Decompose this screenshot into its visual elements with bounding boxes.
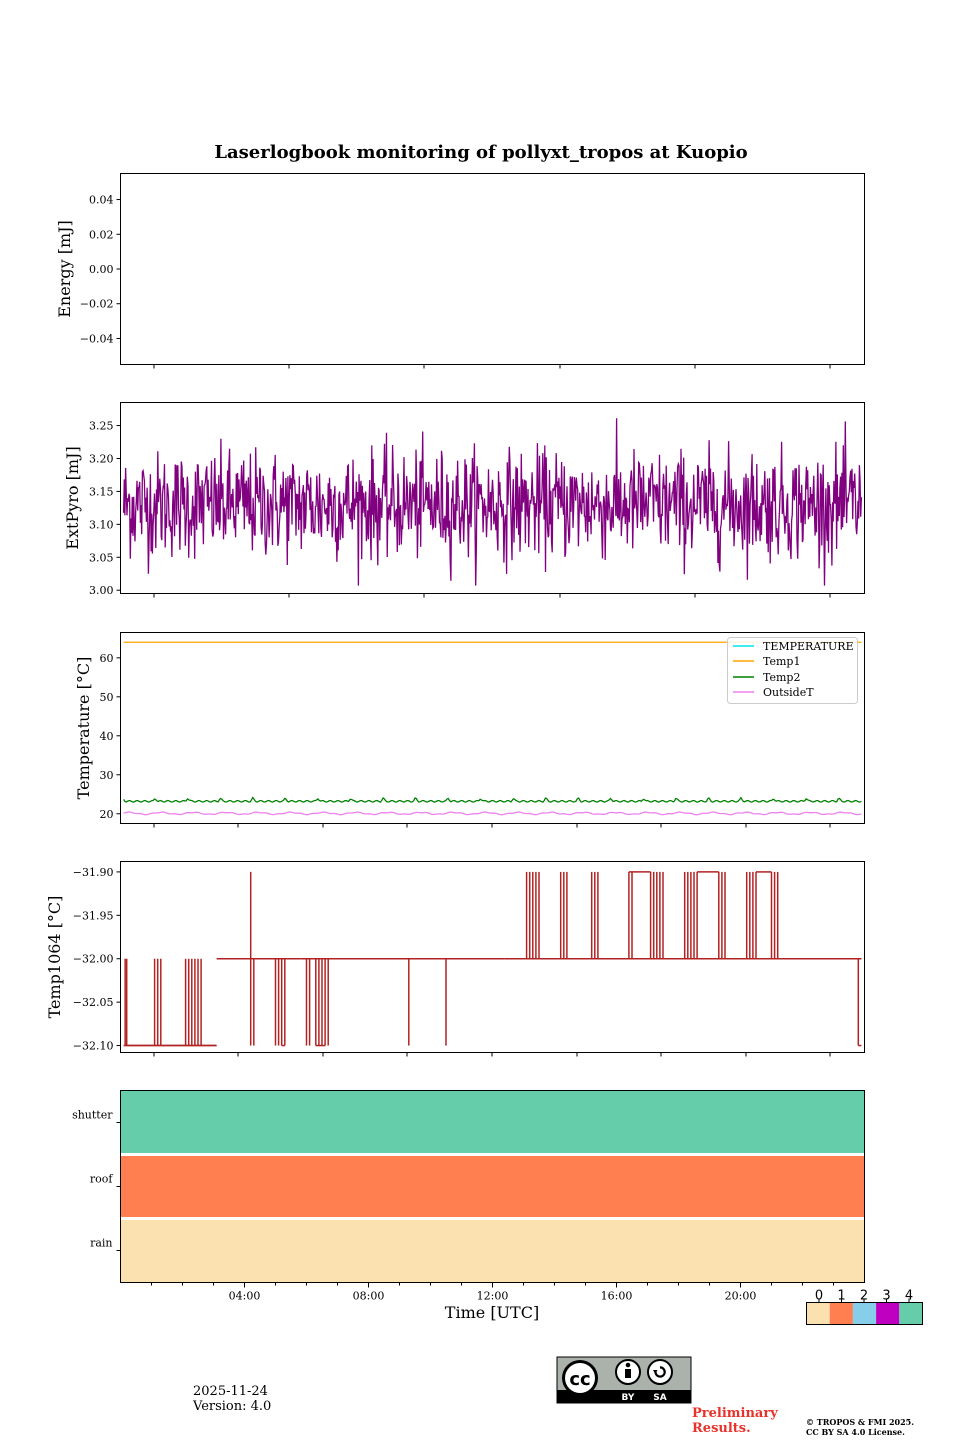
status-rows (120, 1090, 865, 1283)
energy-y-label: Energy [mJ] (55, 220, 74, 318)
temp1064-panel: −31.90 −31.95 −32.00 −32.05 −32.10 Temp1064 … (45, 861, 865, 1057)
colorbar-cell-2 (852, 1302, 877, 1325)
x-tick-label: 16:00 (601, 1290, 633, 1303)
outsidet-line (123, 811, 862, 816)
legend-frame (727, 637, 858, 704)
colorbar-tick-label: 0 (815, 1289, 823, 1304)
legend-label-temp2: Temp2 (763, 671, 800, 684)
colorbar-cell-4 (899, 1302, 923, 1325)
x-tick-label: 04:00 (229, 1290, 261, 1303)
legend-label-temperature: TEMPERATURE (763, 640, 854, 653)
temperature-y-label: Temperature [°C] (74, 657, 93, 800)
y-tick-label: 3.25 (89, 420, 114, 433)
y-tick-label: 20 (100, 808, 114, 821)
colorbar-tick-label: 3 (882, 1289, 890, 1304)
footer-version: Version: 4.0 (193, 1399, 272, 1414)
y-tick-label: −31.90 (73, 866, 114, 879)
temperature-legend: TEMPERATURE Temp1 Temp2 OutsideT (727, 637, 858, 704)
colorbar-tick-label: 1 (837, 1289, 845, 1304)
x-tick-label: 12:00 (477, 1290, 509, 1303)
temp1064-y-ticks: −31.90 −31.95 −32.00 −32.05 −32.10 (73, 866, 121, 1053)
y-tick-label: 0.04 (89, 194, 114, 207)
energy-x-ticks (153, 364, 831, 369)
status-row-label: shutter (72, 1109, 113, 1122)
preliminary-line-2: Results. (692, 1421, 751, 1436)
temperature-x-ticks (153, 823, 831, 828)
status-row-roof (120, 1154, 865, 1219)
extpyro-y-ticks: 3.25 3.20 3.15 3.10 3.05 3.00 (89, 420, 121, 597)
energy-panel: 0.04 0.02 0.00 −0.02 −0.04 Energy [mJ] (55, 173, 865, 369)
extpyro-y-label: ExtPyro [mJ] (63, 446, 82, 549)
temp1064-series (123, 871, 862, 1047)
cc-by-sa-badge: cc BY SA (556, 1356, 692, 1404)
badge-cc-inner (565, 1363, 595, 1393)
y-tick-label: 40 (100, 730, 114, 743)
temperature-panel: 60 50 40 30 20 Temperature [°C] TEMPERATURE … (74, 632, 865, 828)
copyright-line-2: CC BY SA 4.0 License. (806, 1427, 905, 1437)
badge-sa-label: SA (653, 1393, 666, 1403)
status-x-ticks: 04:00 08:00 12:00 16:00 20:00 (151, 1282, 834, 1303)
y-tick-label: −0.04 (80, 332, 114, 345)
y-tick-label: 3.00 (89, 584, 114, 597)
legend-label-outsidet: OutsideT (763, 686, 814, 699)
status-row-label: roof (90, 1173, 114, 1186)
y-tick-label: 3.20 (89, 452, 114, 465)
by-icon-head (625, 1362, 631, 1368)
extpyro-line (122, 418, 863, 586)
by-icon-body (625, 1369, 631, 1378)
status-panel: shutter roof rain 04:00 08:00 12:00 16:00 20:0… (72, 1090, 865, 1322)
extpyro-panel: 3.25 3.20 3.15 3.10 3.05 3.00 ExtPyro [mJ] (63, 402, 865, 598)
sa-icon-arrow (653, 1370, 658, 1374)
y-tick-label: 30 (100, 769, 114, 782)
extpyro-series (122, 418, 863, 586)
y-tick-label: 0.02 (89, 228, 114, 241)
y-tick-label: −32.00 (73, 953, 114, 966)
legend-label-temp1: Temp1 (763, 655, 800, 668)
status-y-ticks: shutter roof rain (72, 1109, 121, 1251)
x-tick-label: 20:00 (725, 1290, 757, 1303)
colorbar-tick-label: 4 (905, 1289, 913, 1304)
y-tick-label: 60 (100, 652, 114, 665)
y-tick-label: −0.02 (80, 298, 114, 311)
extpyro-x-ticks (153, 593, 831, 598)
energy-y-ticks: 0.04 0.02 0.00 −0.02 −0.04 (80, 194, 121, 345)
x-tick-label: 08:00 (353, 1290, 385, 1303)
preliminary-note: Preliminary Results. (692, 1406, 778, 1436)
extpyro-axes-frame (120, 402, 865, 594)
status-row-label: rain (90, 1237, 112, 1250)
y-tick-label: 3.10 (89, 518, 114, 531)
footer-date-version: 2025-11-24 Version: 4.0 (193, 1384, 271, 1414)
cc-icon: cc (569, 1369, 590, 1390)
badge-strip (557, 1390, 691, 1403)
x-axis-label: Time [UTC] (445, 1303, 539, 1322)
y-tick-label: 0.00 (89, 263, 114, 276)
colorbar-cell-1 (829, 1302, 853, 1325)
badge-by-label: BY (622, 1393, 635, 1403)
y-tick-label: −31.95 (73, 909, 114, 922)
sa-icon (647, 1359, 673, 1385)
y-tick-label: 50 (100, 691, 114, 704)
colorbar-cell-3 (876, 1302, 900, 1325)
copyright-line-1: © TROPOS & FMI 2025. (806, 1417, 915, 1427)
temp1064-x-ticks (153, 1052, 831, 1057)
colorbar-tick-label: 2 (860, 1289, 868, 1304)
figure-title: Laserlogbook monitoring of pollyxt_tropo… (214, 142, 747, 163)
y-tick-label: 3.05 (89, 551, 114, 564)
y-tick-label: −32.05 (73, 996, 114, 1009)
y-tick-label: −32.10 (73, 1040, 114, 1053)
footer-date: 2025-11-24 (193, 1384, 268, 1399)
copyright-note: © TROPOS & FMI 2025. CC BY SA 4.0 Licens… (806, 1417, 914, 1437)
y-tick-label: 3.15 (89, 485, 114, 498)
status-row-rain (120, 1218, 865, 1283)
temperature-y-ticks: 60 50 40 30 20 (100, 652, 121, 821)
temp1064-y-label: Temp1064 [°C] (45, 896, 64, 1019)
temp2-line (123, 796, 862, 803)
preliminary-line-1: Preliminary (692, 1406, 778, 1421)
energy-axes-frame (120, 173, 865, 365)
sa-icon-arc (654, 1366, 666, 1378)
colorbar-cell-0 (806, 1302, 830, 1325)
status-row-shutter (120, 1090, 865, 1155)
